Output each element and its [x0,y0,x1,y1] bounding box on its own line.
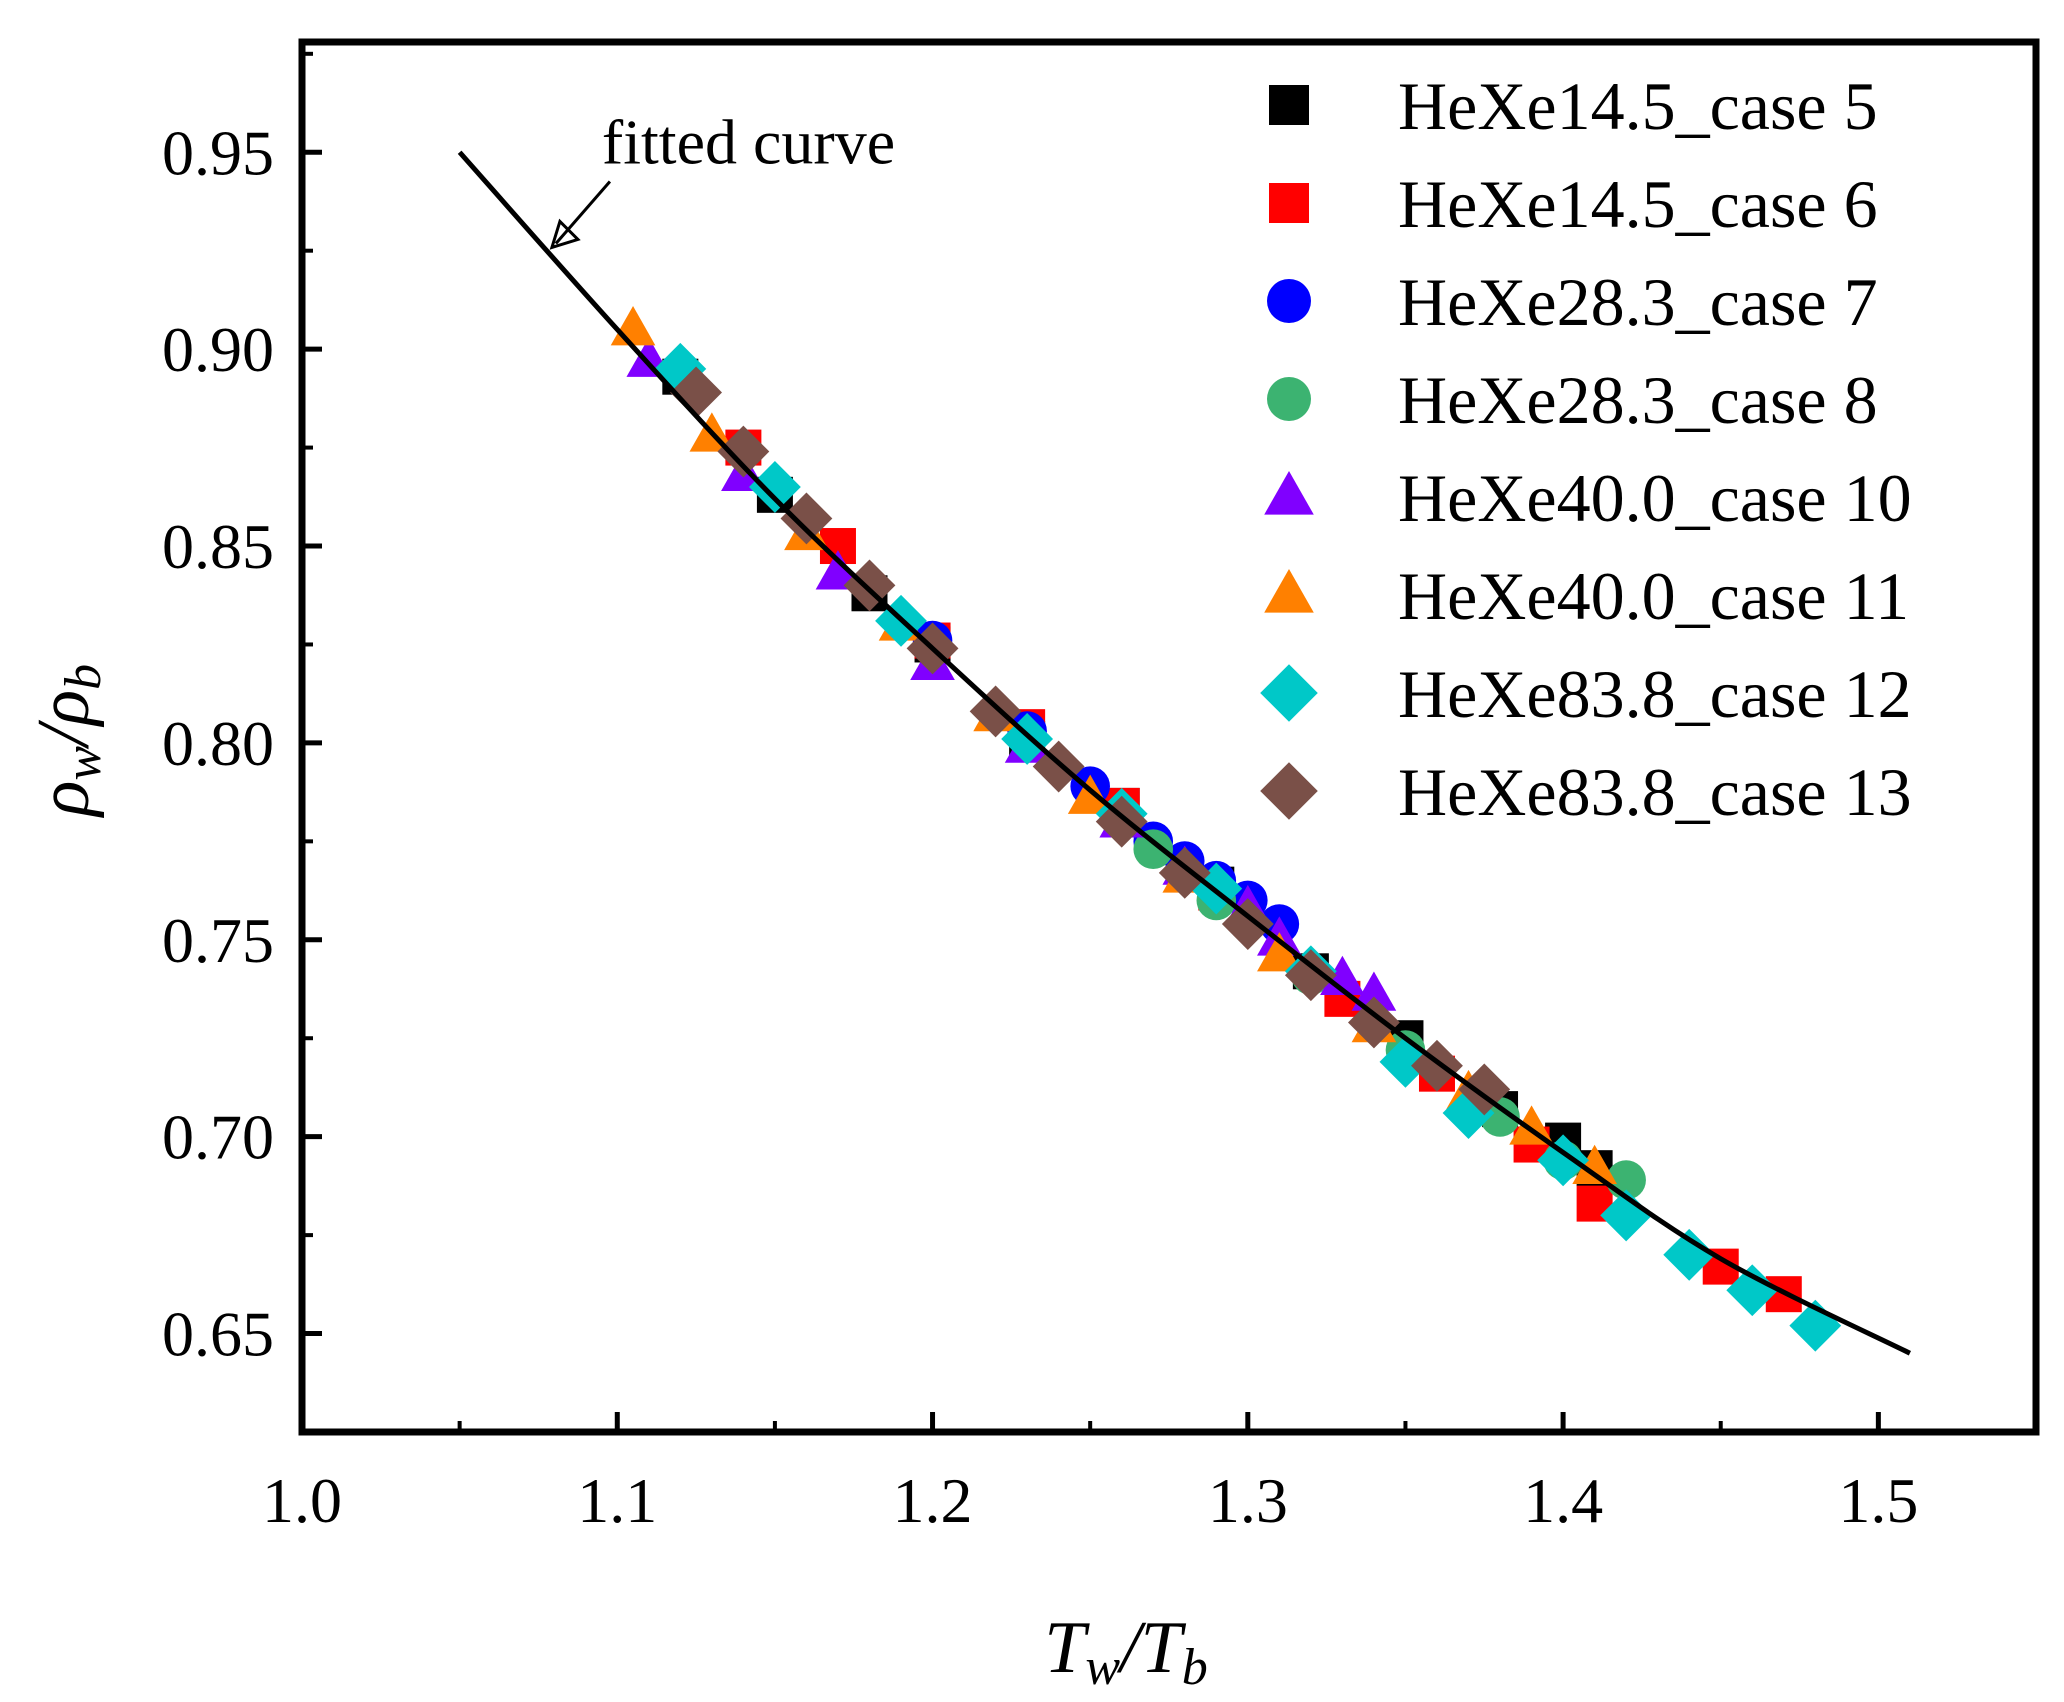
legend-marker [1260,762,1318,820]
y-tick-label: 0.70 [162,1102,274,1173]
x-tick-label: 1.0 [262,1465,342,1536]
plot-area [298,38,2040,1436]
legend-marker [1267,377,1311,421]
y-tick-label: 0.65 [162,1299,274,1370]
legend-marker [1264,568,1314,613]
point-hexe40-0-case-10 [1351,971,1397,1011]
point-hexe83-8-case-13 [670,366,723,419]
x-axis: 1.0 1.1 1.2 1.3 1.4 1.5 [262,1412,1918,1536]
y-tick-label: 0.80 [162,708,274,779]
annotation-arrow-line [554,180,612,245]
legend-marker [1269,183,1309,223]
point-hexe83-8-case-12 [1726,1264,1779,1317]
legend-label: HeXe83.8_case 13 [1398,754,1912,830]
point-hexe83-8-case-13 [1158,846,1211,899]
point-hexe40-0-case-10 [815,550,861,590]
y-tick-label: 0.90 [162,314,274,385]
x-tick-label: 1.2 [893,1465,973,1536]
legend-label: HeXe14.5_case 5 [1398,68,1878,144]
annotation-arrow-head [549,218,581,250]
legend-marker [1264,470,1314,515]
annotation-text: fitted curve [602,106,895,177]
point-hexe83-8-case-13 [1411,1039,1463,1092]
y-tick-label: 0.75 [162,905,274,976]
point-hexe40-0-case-10 [1320,955,1365,996]
legend-label: HeXe28.3_case 7 [1398,264,1878,340]
legend-label: HeXe40.0_case 11 [1398,558,1909,634]
point-hexe83-8-case-12 [1537,1134,1590,1187]
legend-marker [1267,279,1311,323]
legend-label: HeXe14.5_case 6 [1398,166,1878,242]
point-hexe83-8-case-13 [717,425,770,478]
x-axis-title: Tw/Tb [1044,1607,1208,1696]
point-hexe83-8-case-12 [1442,1087,1495,1139]
point-hexe40-0-case-11 [1509,1105,1554,1145]
x-tick-label: 1.3 [1208,1465,1288,1536]
point-hexe83-8-case-12 [1001,713,1054,765]
legend-label: HeXe40.0_case 10 [1398,460,1912,536]
point-hexe83-8-case-13 [1348,996,1400,1049]
y-axis: 0.65 0.70 0.75 0.80 0.85 0.90 0.95 [162,51,322,1434]
point-hexe83-8-case-13 [1221,898,1274,950]
fitted-curve-layer [457,150,1912,1356]
point-hexe83-8-case-12 [748,461,801,513]
point-hexe83-8-case-13 [1284,949,1337,1002]
point-hexe83-8-case-13 [780,492,833,545]
point-hexe40-0-case-11 [1067,774,1113,814]
y-tick-label: 0.85 [162,511,274,582]
point-hexe83-8-case-13 [1095,795,1148,848]
y-axis-title: ρw/ρb [23,664,112,818]
legend-label: HeXe83.8_case 12 [1398,656,1912,732]
point-hexe83-8-case-13 [843,559,896,612]
x-tick-label: 1.1 [577,1465,657,1536]
point-hexe83-8-case-12 [1600,1189,1653,1242]
point-hexe28-3-case-8 [1133,829,1174,870]
point-hexe83-8-case-13 [1458,1063,1511,1116]
annotation: fitted curve [549,106,895,250]
point-hexe40-0-case-11 [1572,1144,1617,1185]
legend: HeXe14.5_case 5 HeXe14.5_case 6 HeXe28.3_c… [1260,68,1912,830]
y-tick-label: 0.95 [162,117,274,188]
point-hexe83-8-case-12 [1663,1228,1716,1281]
legend-marker [1269,85,1309,125]
x-tick-label: 1.5 [1838,1465,1918,1536]
x-tick-label: 1.4 [1523,1465,1603,1536]
legend-label: HeXe28.3_case 8 [1398,362,1878,438]
point-hexe40-0-case-11 [1257,932,1302,972]
fitted-curve-line [457,150,1912,1356]
point-hexe83-8-case-13 [969,685,1022,738]
plot-frame [298,38,2040,1436]
point-hexe83-8-case-12 [1379,1035,1432,1088]
legend-marker [1260,664,1318,722]
point-hexe40-0-case-11 [610,306,656,346]
